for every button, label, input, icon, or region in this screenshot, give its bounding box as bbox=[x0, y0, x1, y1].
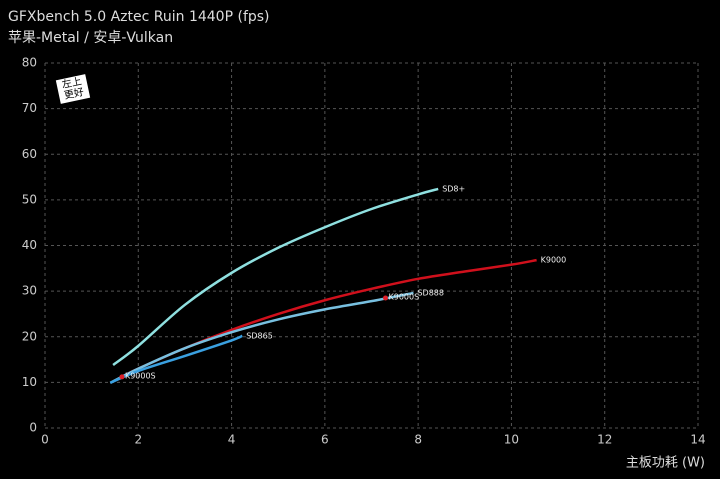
x-tick-label: 0 bbox=[41, 433, 49, 447]
x-axis-label: 主板功耗 (W) bbox=[626, 456, 705, 471]
y-tick-label: 30 bbox=[22, 284, 37, 298]
x-tick-label: 14 bbox=[690, 433, 705, 447]
series-label: SD888 bbox=[417, 288, 444, 297]
x-tick-label: 6 bbox=[321, 433, 329, 447]
y-tick-label: 80 bbox=[22, 56, 37, 70]
x-tick-label: 4 bbox=[228, 433, 236, 447]
series-line bbox=[109, 334, 243, 384]
point-label: K9000S bbox=[125, 371, 156, 380]
point-label: K9000S bbox=[388, 292, 419, 301]
y-tick-label: 70 bbox=[22, 101, 37, 115]
y-tick-label: 40 bbox=[22, 238, 37, 252]
series-line bbox=[119, 258, 537, 379]
y-tick-label: 20 bbox=[22, 329, 37, 343]
x-tick-label: 2 bbox=[134, 433, 142, 447]
series-label: SD865 bbox=[246, 331, 273, 340]
x-tick-label: 8 bbox=[414, 433, 422, 447]
marker bbox=[119, 374, 125, 380]
series-line bbox=[112, 187, 439, 367]
series-line bbox=[109, 291, 414, 384]
y-tick-label: 10 bbox=[22, 375, 37, 389]
y-tick-label: 0 bbox=[29, 421, 37, 435]
chart-title: GFXbench 5.0 Aztec Ruin 1440P (fps) bbox=[8, 9, 270, 25]
x-tick-label: 10 bbox=[504, 433, 519, 447]
y-tick-label: 50 bbox=[22, 192, 37, 206]
series-label: K9000 bbox=[541, 256, 567, 265]
y-tick-label: 60 bbox=[22, 147, 37, 161]
series-label: SD8+ bbox=[442, 184, 465, 193]
chart-subtitle: 苹果-Metal / 安卓-Vulkan bbox=[8, 30, 173, 46]
x-tick-label: 12 bbox=[597, 433, 612, 447]
marker bbox=[382, 295, 388, 301]
